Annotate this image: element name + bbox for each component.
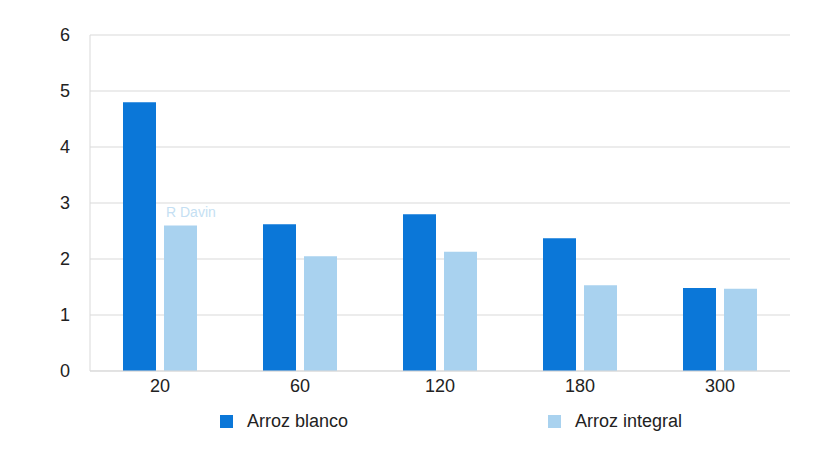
svg-text:300: 300 bbox=[705, 376, 735, 396]
svg-text:1: 1 bbox=[60, 305, 70, 325]
svg-text:3: 3 bbox=[60, 193, 70, 213]
html-text:Arroz integral: Arroz integral bbox=[575, 411, 683, 431]
svg-text:120: 120 bbox=[425, 376, 455, 396]
svg-text:6: 6 bbox=[60, 25, 70, 45]
svg-text:20: 20 bbox=[150, 376, 170, 396]
svg-text:60: 60 bbox=[290, 376, 310, 396]
svg-text:2: 2 bbox=[60, 249, 70, 269]
svg-text:0: 0 bbox=[60, 361, 70, 381]
svg-text:4: 4 bbox=[60, 137, 70, 157]
html-text:R Davin: R Davin bbox=[166, 204, 216, 220]
svg-text:5: 5 bbox=[60, 81, 70, 101]
html-text:Arroz blanco: Arroz blanco bbox=[247, 411, 349, 431]
svg-text:180: 180 bbox=[565, 376, 595, 396]
